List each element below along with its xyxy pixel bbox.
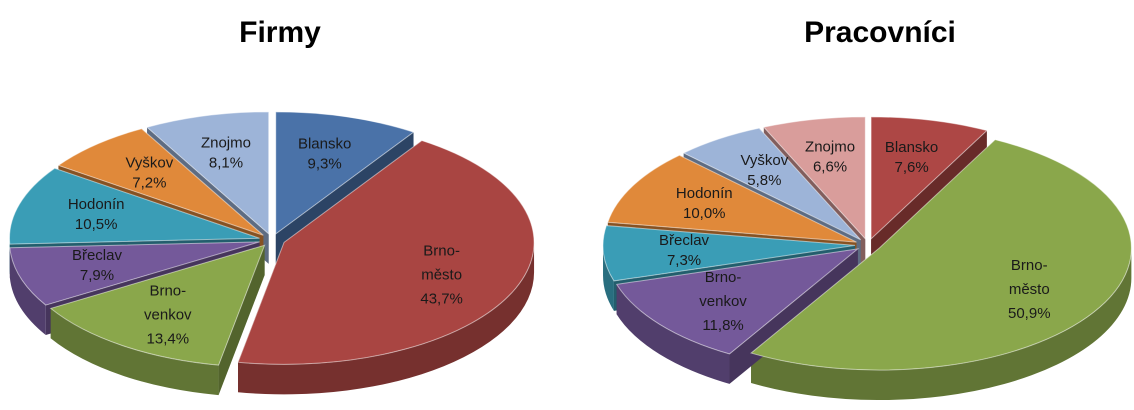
slice-side xyxy=(50,308,219,396)
slice-value-label: 7,9% xyxy=(80,267,114,284)
slice-label: Brno-venkov xyxy=(144,282,192,323)
slice-label: Blansko xyxy=(298,135,351,152)
pie-slice xyxy=(9,167,260,245)
slice-side xyxy=(9,247,46,336)
pie-slice xyxy=(607,154,857,243)
slice-label: Znojmo xyxy=(201,135,251,152)
pie-slice xyxy=(870,116,988,241)
slice-face xyxy=(218,245,265,396)
pie: Blansko 9,3% Brno-město 43,7% Brno-venkov 13,… xyxy=(9,111,535,396)
slice-value-label: 11,8% xyxy=(702,317,743,334)
slice-label: Hodonín xyxy=(676,185,733,202)
slice-label: Hodonín xyxy=(68,196,125,213)
pie: Blansko 7,6% Brno-město 50,9% Brno-venkov 11,… xyxy=(602,116,1132,401)
slice-label: Brno-venkov xyxy=(699,269,747,310)
slice-label: Vyškov xyxy=(125,155,173,172)
slice-value-label: 7,2% xyxy=(132,175,166,192)
pie-slice xyxy=(57,128,264,236)
chart-title: Firmy xyxy=(239,16,321,49)
pie-slice xyxy=(602,225,856,282)
slice-label: Břeclav xyxy=(659,232,710,249)
pie-slice xyxy=(9,241,260,306)
slice-value-label: 7,6% xyxy=(894,159,928,176)
slice-side xyxy=(238,242,535,395)
slice-value-label: 9,3% xyxy=(308,155,342,172)
pie-slice xyxy=(275,111,415,235)
slice-label: Brno-město xyxy=(1009,257,1050,298)
slice-value-label: 5,8% xyxy=(747,172,781,189)
slice-value-label: 6,6% xyxy=(813,159,847,176)
pie-slice xyxy=(49,244,266,366)
slice-value-label: 50,9% xyxy=(1008,305,1051,322)
slice-value-label: 10,0% xyxy=(683,205,726,222)
slice-value-label: 13,4% xyxy=(147,330,190,347)
slice-side xyxy=(751,248,1132,401)
slice-label: Znojmo xyxy=(805,139,855,156)
pie-slice xyxy=(762,116,866,241)
slice-value-label: 8,1% xyxy=(209,155,243,172)
slice-value-label: 7,3% xyxy=(667,252,701,269)
slice-value-label: 10,5% xyxy=(75,216,118,233)
chart-title: Pracovníci xyxy=(804,16,956,49)
slice-side xyxy=(603,245,614,311)
slice-side xyxy=(616,284,730,384)
pie-slice xyxy=(145,111,270,235)
slice-value-label: 43,7% xyxy=(420,290,463,307)
slice-label: Vyškov xyxy=(740,152,788,169)
slice-label: Brno-město xyxy=(421,242,462,283)
pie-slice xyxy=(237,140,535,365)
slice-label: Břeclav xyxy=(72,247,123,264)
pie-slice xyxy=(682,127,862,241)
pie-slice xyxy=(750,139,1132,371)
slice-label: Blansko xyxy=(885,139,938,156)
pie-slice xyxy=(615,248,860,355)
